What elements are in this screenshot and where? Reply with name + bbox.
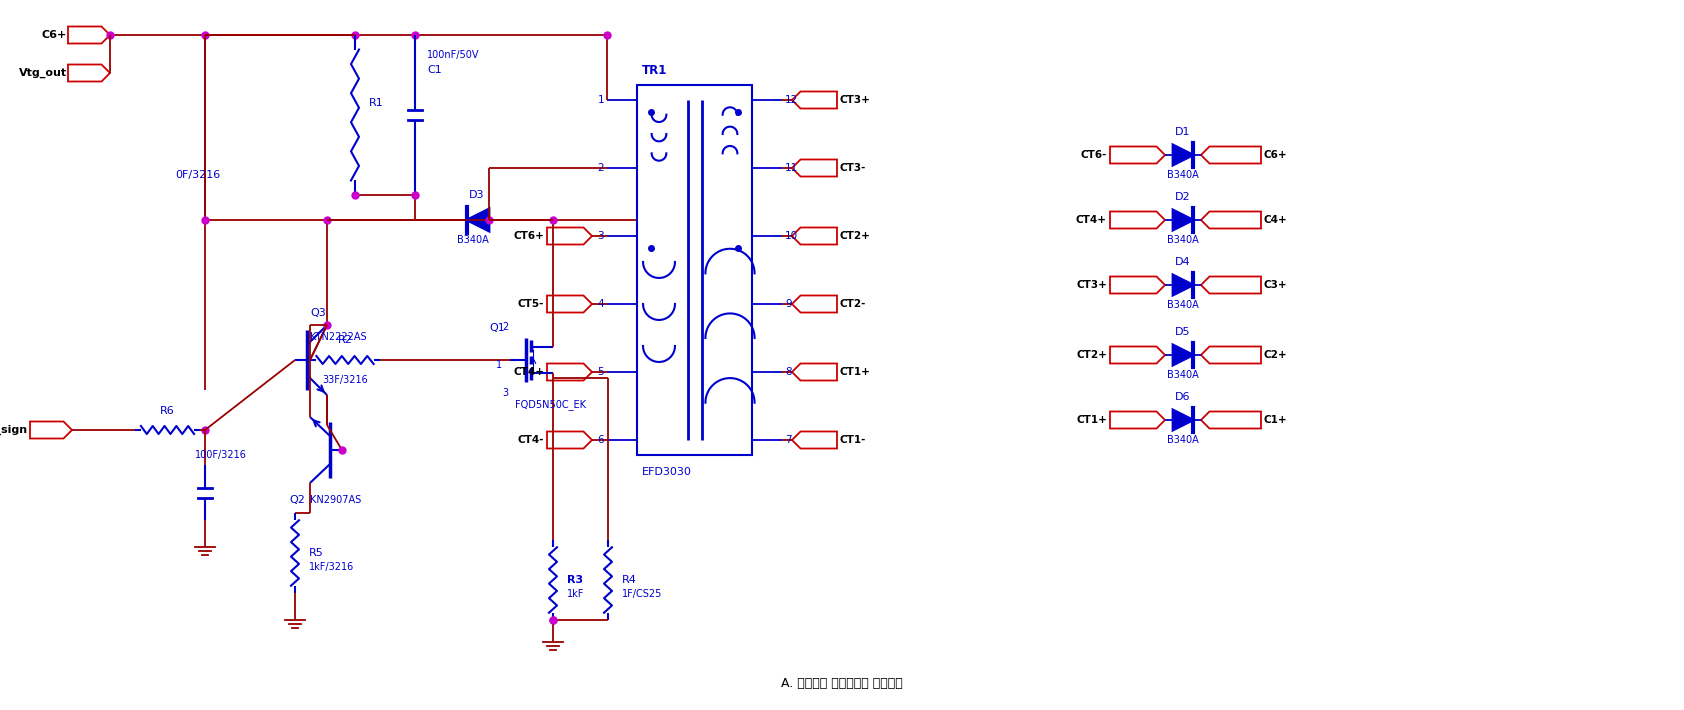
Text: CT2+: CT2+ <box>840 231 871 241</box>
Text: D4: D4 <box>1175 257 1191 267</box>
Polygon shape <box>1174 345 1192 365</box>
Text: B340A: B340A <box>1167 235 1199 245</box>
Text: CT5-: CT5- <box>517 299 544 309</box>
Polygon shape <box>466 209 488 231</box>
Text: C6+: C6+ <box>42 30 67 40</box>
Text: R6: R6 <box>160 406 175 416</box>
Text: R3: R3 <box>568 575 583 585</box>
Text: 1: 1 <box>598 95 605 105</box>
Text: CT3+: CT3+ <box>840 95 871 105</box>
Text: D6: D6 <box>1175 392 1191 402</box>
Text: 6: 6 <box>598 435 605 445</box>
Text: 10: 10 <box>785 231 798 241</box>
Text: D2: D2 <box>1175 192 1191 202</box>
Text: EFD3030: EFD3030 <box>642 467 692 477</box>
Bar <box>637 85 753 455</box>
Text: R4: R4 <box>621 575 637 585</box>
Text: 3: 3 <box>598 231 605 241</box>
Text: 100F/3216: 100F/3216 <box>195 450 248 460</box>
Text: 4: 4 <box>598 299 605 309</box>
Text: 100nF/50V: 100nF/50V <box>428 50 480 60</box>
Text: 1: 1 <box>495 360 502 370</box>
Text: Q3: Q3 <box>310 308 325 318</box>
Text: CT2+: CT2+ <box>1076 350 1106 360</box>
Text: 2: 2 <box>598 163 605 173</box>
Text: C3+: C3+ <box>1265 280 1288 290</box>
Text: 1F/CS25: 1F/CS25 <box>621 589 662 599</box>
Text: B340A: B340A <box>456 235 488 245</box>
Text: C2+: C2+ <box>1265 350 1288 360</box>
Text: Vtg_out: Vtg_out <box>19 68 67 78</box>
Text: B340A: B340A <box>1167 300 1199 310</box>
Polygon shape <box>1174 275 1192 295</box>
Text: CT1+: CT1+ <box>840 367 871 377</box>
Text: 9: 9 <box>785 299 791 309</box>
Text: Q2: Q2 <box>290 495 305 505</box>
Polygon shape <box>1174 210 1192 230</box>
Text: CT3+: CT3+ <box>1076 280 1106 290</box>
Text: CT2-: CT2- <box>840 299 866 309</box>
Text: D5: D5 <box>1175 327 1191 337</box>
Text: Q1: Q1 <box>490 323 505 333</box>
Text: C1: C1 <box>428 65 441 75</box>
Polygon shape <box>1174 410 1192 430</box>
Text: 33F/3216: 33F/3216 <box>322 375 367 385</box>
Text: KTN2222AS: KTN2222AS <box>310 332 367 342</box>
Text: R2: R2 <box>337 335 352 345</box>
Text: TR1: TR1 <box>642 64 667 77</box>
Text: 3: 3 <box>502 388 509 398</box>
Text: R5: R5 <box>308 548 323 558</box>
Text: D3: D3 <box>470 190 485 200</box>
Text: CT4-: CT4- <box>517 435 544 445</box>
Text: R1: R1 <box>369 98 384 108</box>
Text: 11: 11 <box>785 163 798 173</box>
Text: 0F/3216: 0F/3216 <box>175 170 221 180</box>
Text: CT1-: CT1- <box>840 435 866 445</box>
Text: C1+: C1+ <box>1265 415 1288 425</box>
Text: 1kF: 1kF <box>568 589 584 599</box>
Text: CT3-: CT3- <box>840 163 866 173</box>
Text: 2: 2 <box>502 322 509 332</box>
Text: 7: 7 <box>785 435 791 445</box>
Polygon shape <box>1174 145 1192 165</box>
Text: Gate_sign: Gate_sign <box>0 425 29 435</box>
Text: A. 플라이백 트랜스포머 주변회로: A. 플라이백 트랜스포머 주변회로 <box>781 677 903 690</box>
Text: CT6-: CT6- <box>1081 150 1106 160</box>
Text: B340A: B340A <box>1167 370 1199 380</box>
Text: C6+: C6+ <box>1265 150 1288 160</box>
Text: D1: D1 <box>1175 127 1191 137</box>
Text: 8: 8 <box>785 367 791 377</box>
Text: CT1+: CT1+ <box>1076 415 1106 425</box>
Text: FQD5N50C_EK: FQD5N50C_EK <box>515 400 586 410</box>
Text: B340A: B340A <box>1167 435 1199 445</box>
Text: 5: 5 <box>598 367 605 377</box>
Text: CT4+: CT4+ <box>514 367 544 377</box>
Text: C4+: C4+ <box>1265 215 1288 225</box>
Text: CT4+: CT4+ <box>1076 215 1106 225</box>
Text: KN2907AS: KN2907AS <box>310 495 362 505</box>
Text: 1kF/3216: 1kF/3216 <box>308 562 354 572</box>
Text: 12: 12 <box>785 95 798 105</box>
Text: B340A: B340A <box>1167 170 1199 180</box>
Text: CT6+: CT6+ <box>514 231 544 241</box>
